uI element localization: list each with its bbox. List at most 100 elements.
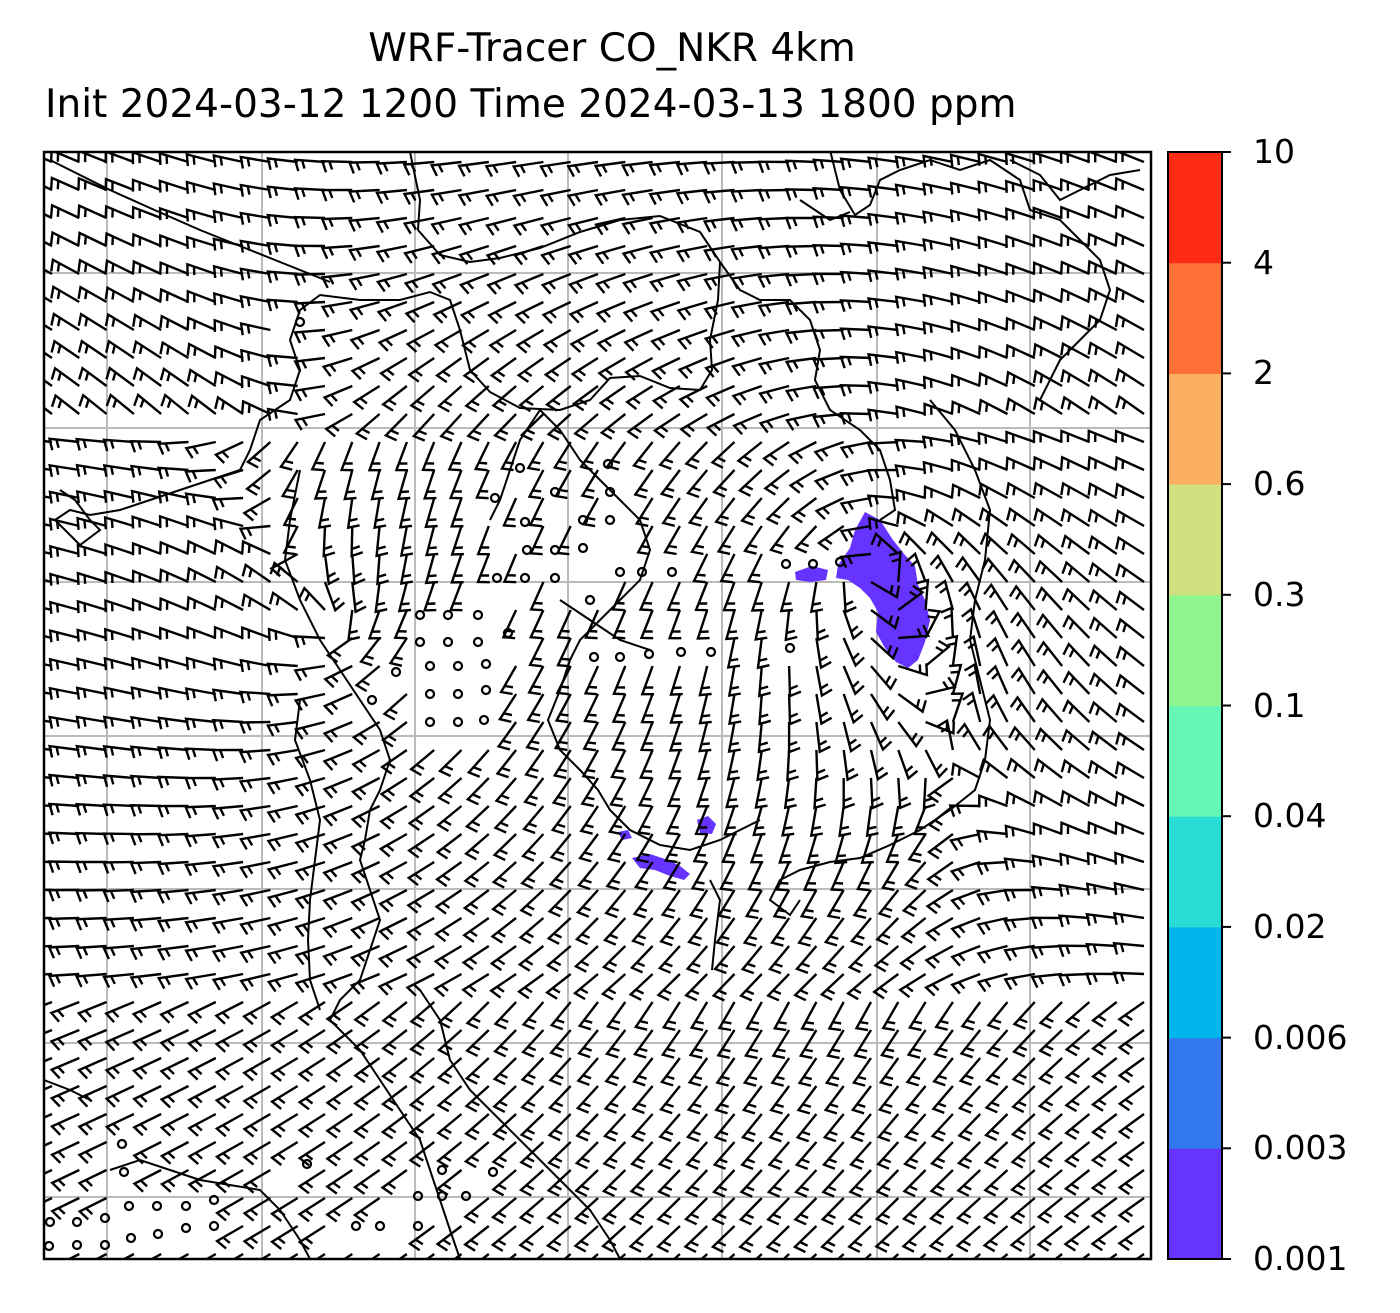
- wind-barb: [610, 749, 627, 780]
- wind-barb: [675, 160, 708, 176]
- wind-barb: [842, 721, 862, 754]
- wind-barb: [1087, 508, 1118, 528]
- wind-barb: [977, 152, 1008, 166]
- wind-barb: [632, 889, 654, 919]
- calm-wind-circle: [452, 660, 464, 672]
- wind-barb: [131, 515, 162, 529]
- wind-barb: [894, 211, 926, 225]
- wind-barb: [1011, 1057, 1036, 1086]
- wind-barb: [129, 745, 162, 759]
- wind-barb: [159, 1112, 190, 1137]
- wind-barb: [278, 441, 299, 471]
- wind-barb: [784, 216, 817, 230]
- wind-barb: [1060, 789, 1090, 808]
- wind-barb: [513, 272, 544, 295]
- wind-barb: [657, 1169, 681, 1198]
- wind-barb: [929, 553, 954, 583]
- wind-barb: [1030, 972, 1063, 989]
- wind-barb: [129, 774, 162, 788]
- wind-barb: [159, 1028, 190, 1052]
- wind-barb: [820, 1225, 845, 1254]
- wind-barb: [132, 1168, 162, 1193]
- wind-barb: [635, 833, 654, 864]
- wind-barb: [487, 300, 517, 325]
- wind-barb: [353, 1141, 381, 1167]
- wind-barb: [730, 216, 762, 232]
- wind-barb: [394, 441, 409, 472]
- wind-barb: [511, 160, 544, 178]
- wind-barb: [1114, 820, 1145, 836]
- wind-barb: [1114, 760, 1145, 780]
- wind-barb: [297, 1000, 326, 1027]
- wind-barb: [270, 1140, 299, 1166]
- wind-barb: [186, 1000, 217, 1025]
- wind-barb: [156, 440, 189, 455]
- wind-barb: [102, 916, 134, 932]
- wind-barb: [726, 637, 741, 669]
- wind-barb: [897, 777, 912, 810]
- wind-barb: [894, 323, 926, 337]
- wind-barb: [430, 244, 462, 265]
- wind-barb: [798, 1029, 818, 1060]
- wind-barb: [159, 596, 189, 612]
- wind-barb: [157, 490, 189, 504]
- wind-barb: [48, 629, 80, 643]
- wind-barb: [575, 889, 599, 918]
- wind-barb: [897, 584, 925, 611]
- wind-barb: [293, 244, 326, 258]
- wind-barb: [605, 441, 627, 471]
- wind-barb: [1033, 757, 1063, 779]
- wind-barb: [156, 888, 189, 904]
- wind-barb: [766, 973, 790, 1002]
- wind-barb: [621, 188, 653, 206]
- wind-barb: [960, 1001, 982, 1031]
- wind-barb: [322, 692, 353, 716]
- wind-barb: [811, 356, 844, 371]
- wind-barb: [375, 160, 407, 175]
- wind-barb: [489, 973, 517, 999]
- wind-barb: [463, 1225, 490, 1252]
- wind-barb: [936, 718, 955, 751]
- wind-barb: [450, 553, 464, 584]
- wind-barb: [266, 832, 298, 852]
- wind-barb: [728, 693, 742, 726]
- wind-barb: [211, 832, 244, 849]
- wind-barb: [869, 777, 884, 810]
- wind-barb: [928, 1225, 954, 1253]
- wind-barb: [376, 553, 390, 586]
- wind-barb: [676, 272, 708, 292]
- wind-barb: [1032, 315, 1063, 332]
- wind-barb: [784, 188, 817, 201]
- wind-barb: [322, 916, 353, 939]
- wind-barb: [688, 1029, 709, 1059]
- wind-barb: [1063, 1225, 1091, 1252]
- wind-barb: [490, 917, 517, 944]
- wind-barb: [605, 861, 627, 891]
- calm-wind-circle: [436, 1190, 448, 1202]
- wind-barb: [462, 917, 490, 943]
- wind-barb: [650, 356, 681, 381]
- wind-barb: [549, 833, 572, 863]
- wind-barb: [922, 321, 954, 335]
- wind-barb: [719, 861, 736, 892]
- wind-barb: [593, 188, 626, 207]
- wind-barb: [820, 1197, 845, 1226]
- calm-wind-circle: [472, 609, 484, 621]
- wind-barb: [1085, 942, 1117, 956]
- wind-barb: [380, 1113, 408, 1140]
- wind-barbs: [44, 152, 1145, 1259]
- wind-barb: [402, 188, 435, 205]
- wind-barb: [322, 888, 353, 911]
- wind-barb: [435, 357, 463, 384]
- wind-barb: [325, 1169, 353, 1195]
- wind-barb: [676, 300, 708, 321]
- wind-barb: [1060, 232, 1090, 248]
- wind-barb: [549, 1001, 572, 1031]
- wind-barb: [184, 944, 216, 962]
- wind-barb: [74, 860, 107, 874]
- wind-barb: [666, 777, 682, 808]
- wind-barb: [633, 1001, 654, 1031]
- wind-barb: [931, 1085, 954, 1115]
- wind-barb: [266, 213, 298, 227]
- calm-wind-circle: [424, 660, 436, 672]
